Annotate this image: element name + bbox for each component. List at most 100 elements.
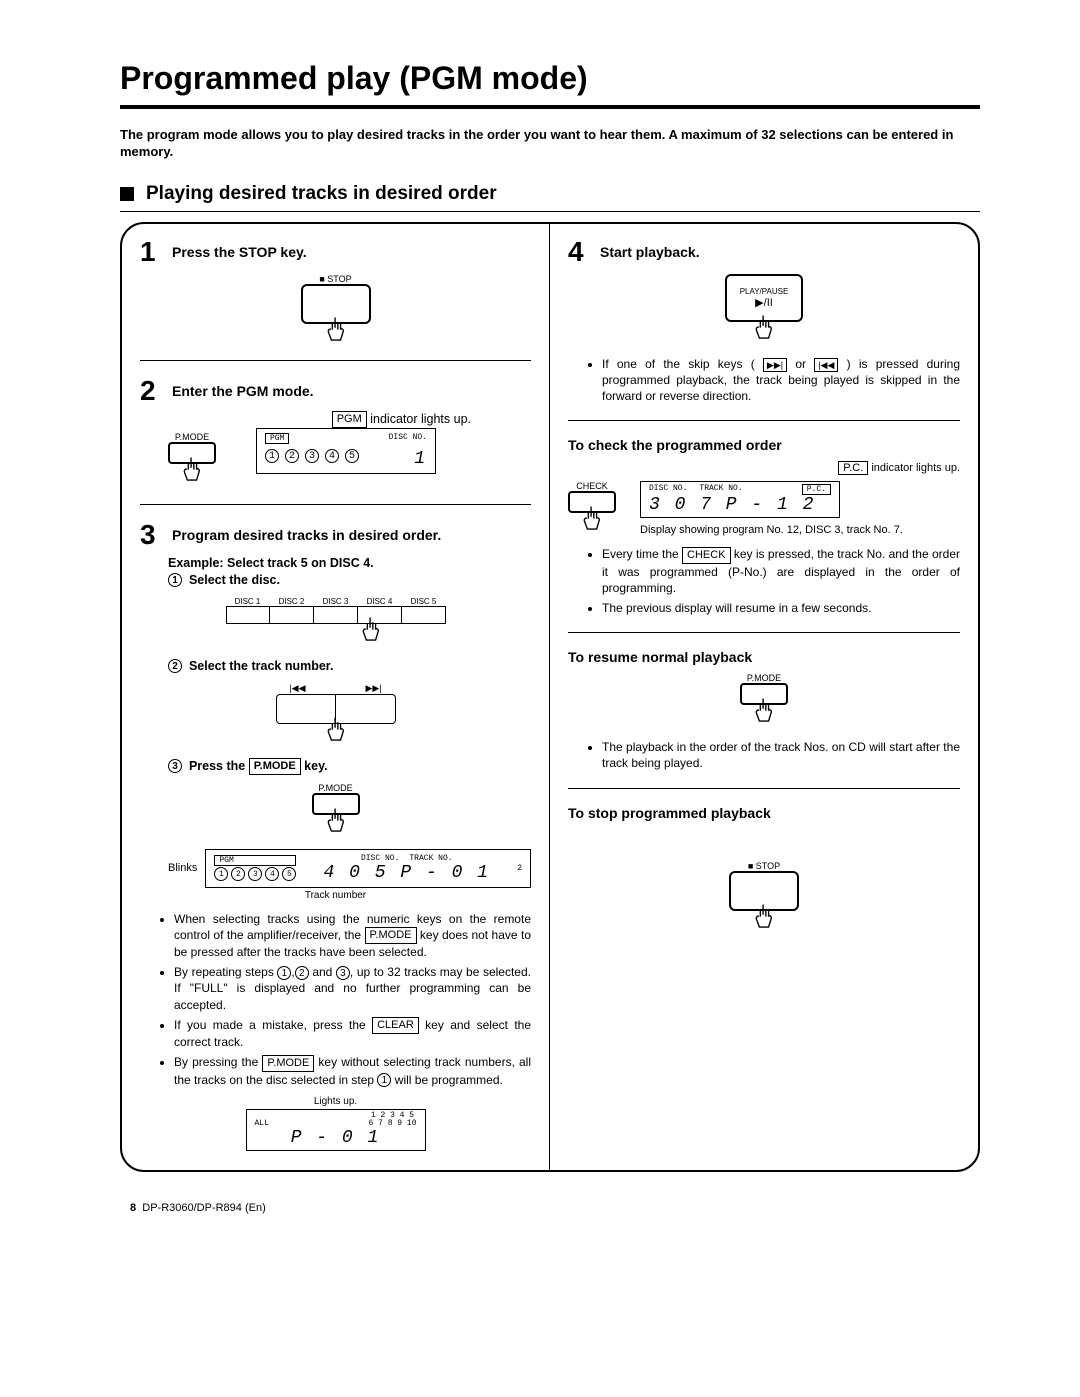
step-1: 1 Press the STOP key. — [140, 238, 531, 266]
step-3-lcd2: ALL 1 2 3 4 5 6 7 8 9 10 P - 0 1 — [246, 1109, 426, 1151]
hand-icon — [753, 903, 775, 931]
page-footer: 8 DP-R3060/DP-R894 (En) — [130, 1202, 980, 1214]
disc-indicator-icon: 5 — [345, 449, 359, 463]
note-item: By pressing the P.MODE key without selec… — [174, 1054, 531, 1087]
check-lcd: DISC NO.TRACK NO.P.C. 3 0 7 P - 1 2 — [640, 481, 840, 518]
right-column: 4 Start playback. PLAY/PAUSE ▶/II If one… — [550, 224, 978, 1170]
resume-heading: To resume normal playback — [568, 649, 960, 665]
skip-back-icon: |◀◀ — [289, 683, 305, 694]
hand-icon — [181, 456, 203, 484]
disc-label: DISC 3 — [314, 597, 358, 606]
divider — [568, 632, 960, 633]
disc-button — [402, 606, 446, 624]
intro-text: The program mode allows you to play desi… — [120, 127, 980, 161]
step-4-notes: If one of the skip keys ( ▶▶| or |◀◀ ) i… — [568, 356, 960, 405]
divider — [568, 420, 960, 421]
pgm-badge: PGM — [265, 433, 289, 444]
step-3-title: Program desired tracks in desired order. — [172, 521, 441, 549]
check-button-diagram: CHECK — [568, 481, 616, 533]
check-notes: Every time the CHECK key is pressed, the… — [568, 546, 960, 616]
disc-button — [226, 606, 270, 624]
disc-button — [314, 606, 358, 624]
hand-icon — [581, 505, 603, 533]
page-number: 8 — [130, 1202, 136, 1214]
square-bullet-icon — [120, 187, 134, 201]
pmode-label: P.MODE — [175, 432, 209, 442]
divider — [140, 504, 531, 505]
disc-indicator-icon: 2 — [285, 449, 299, 463]
step-4-title: Start playback. — [600, 238, 700, 266]
step-4-diagram: PLAY/PAUSE ▶/II — [568, 274, 960, 342]
lcd-digit: 1 — [414, 449, 427, 469]
hand-icon — [753, 697, 775, 725]
note-item: The playback in the order of the track N… — [602, 739, 960, 771]
lcd-readout: 4 0 5 P - 0 1 — [324, 863, 490, 883]
disc-label: DISC 5 — [402, 597, 446, 606]
track-number-caption: Track number — [140, 890, 531, 901]
note-item: If you made a mistake, press the CLEAR k… — [174, 1017, 531, 1050]
disc-no-label: DISC NO. — [389, 433, 427, 444]
divider — [140, 360, 531, 361]
step-1-num: 1 — [140, 238, 162, 266]
pgm-indicator-text: PGM indicator lights up. — [168, 411, 471, 428]
check-caption: Display showing program No. 12, DISC 3, … — [640, 524, 960, 536]
step-3-sub3: 3 Press the P.MODE key. — [168, 758, 531, 775]
pmode-press-diagram: P.MODE — [140, 783, 531, 835]
pmode-label: P.MODE — [318, 783, 352, 793]
disc-indicator-icon: 4 — [325, 449, 339, 463]
note-item: When selecting tracks using the numeric … — [174, 911, 531, 961]
section-header: Playing desired tracks in desired order — [120, 183, 980, 205]
disc-buttons — [226, 606, 446, 624]
hand-icon — [325, 807, 347, 835]
pc-indicator-text: P.C. indicator lights up. — [568, 461, 960, 475]
disc-select-diagram: DISC 1 DISC 2 DISC 3 DISC 4 DISC 5 — [140, 597, 531, 644]
step-3-notes: When selecting tracks using the numeric … — [140, 911, 531, 1088]
pmode-button-diagram: P.MODE — [168, 432, 216, 484]
stop-label: ■ STOP — [319, 274, 351, 284]
step-2-lcd: PGM DISC NO. 1 2 3 4 5 1 — [256, 428, 436, 474]
stop-heading: To stop programmed playback — [568, 805, 960, 821]
note-item: If one of the skip keys ( ▶▶| or |◀◀ ) i… — [602, 356, 960, 405]
step-2-title: Enter the PGM mode. — [172, 377, 314, 405]
left-column: 1 Press the STOP key. ■ STOP 2 Enter the… — [122, 224, 550, 1170]
disc-button — [270, 606, 314, 624]
divider — [568, 788, 960, 789]
check-label: CHECK — [576, 481, 608, 491]
step-2-num: 2 — [140, 377, 162, 405]
step-3: 3 Program desired tracks in desired orde… — [140, 521, 531, 549]
page-title: Programmed play (PGM mode) — [120, 60, 980, 97]
disc-label: DISC 2 — [270, 597, 314, 606]
disc-label: DISC 4 — [358, 597, 402, 606]
pmode-label: P.MODE — [747, 673, 781, 683]
title-rule — [120, 105, 980, 109]
skip-fwd-icon: ▶▶| — [763, 358, 787, 372]
pgm-key-icon: PGM — [332, 411, 367, 428]
disc-indicator-icon: 1 — [265, 449, 279, 463]
hand-icon — [325, 316, 347, 344]
step-3-sub2: 2 Select the track number. — [168, 658, 531, 675]
disc-indicator-icon: 3 — [305, 449, 319, 463]
section-rule — [120, 211, 980, 212]
lights-up-label: Lights up. — [140, 1096, 531, 1107]
step-3-sub1: 1 Select the disc. — [168, 572, 531, 589]
skip-back-icon: |◀◀ — [814, 358, 838, 372]
stop-label: ■ STOP — [748, 861, 780, 871]
step-4: 4 Start playback. — [568, 238, 960, 266]
track-select-diagram: |◀◀ ▶▶| — [140, 683, 531, 744]
resume-notes: The playback in the order of the track N… — [568, 739, 960, 771]
instruction-panel: 1 Press the STOP key. ■ STOP 2 Enter the… — [120, 222, 980, 1172]
hand-icon — [360, 616, 382, 644]
step-3-lcd: PGM 12345 DISC NO.TRACK NO. 4 0 5 P - 0 … — [205, 849, 531, 888]
blinks-label: Blinks — [168, 862, 197, 874]
lcd-readout: 3 0 7 P - 1 2 — [649, 495, 831, 515]
note-item: Every time the CHECK key is pressed, the… — [602, 546, 960, 596]
section-heading: Playing desired tracks in desired order — [146, 183, 497, 205]
step-1-title: Press the STOP key. — [172, 238, 307, 266]
step-2: 2 Enter the PGM mode. — [140, 377, 531, 405]
disc-label: DISC 1 — [226, 597, 270, 606]
skip-fwd-icon: ▶▶| — [366, 683, 382, 694]
note-item: The previous display will resume in a fe… — [602, 600, 960, 616]
stop-diagram: ■ STOP — [568, 861, 960, 931]
hand-icon — [753, 314, 775, 342]
hand-icon — [325, 716, 347, 744]
